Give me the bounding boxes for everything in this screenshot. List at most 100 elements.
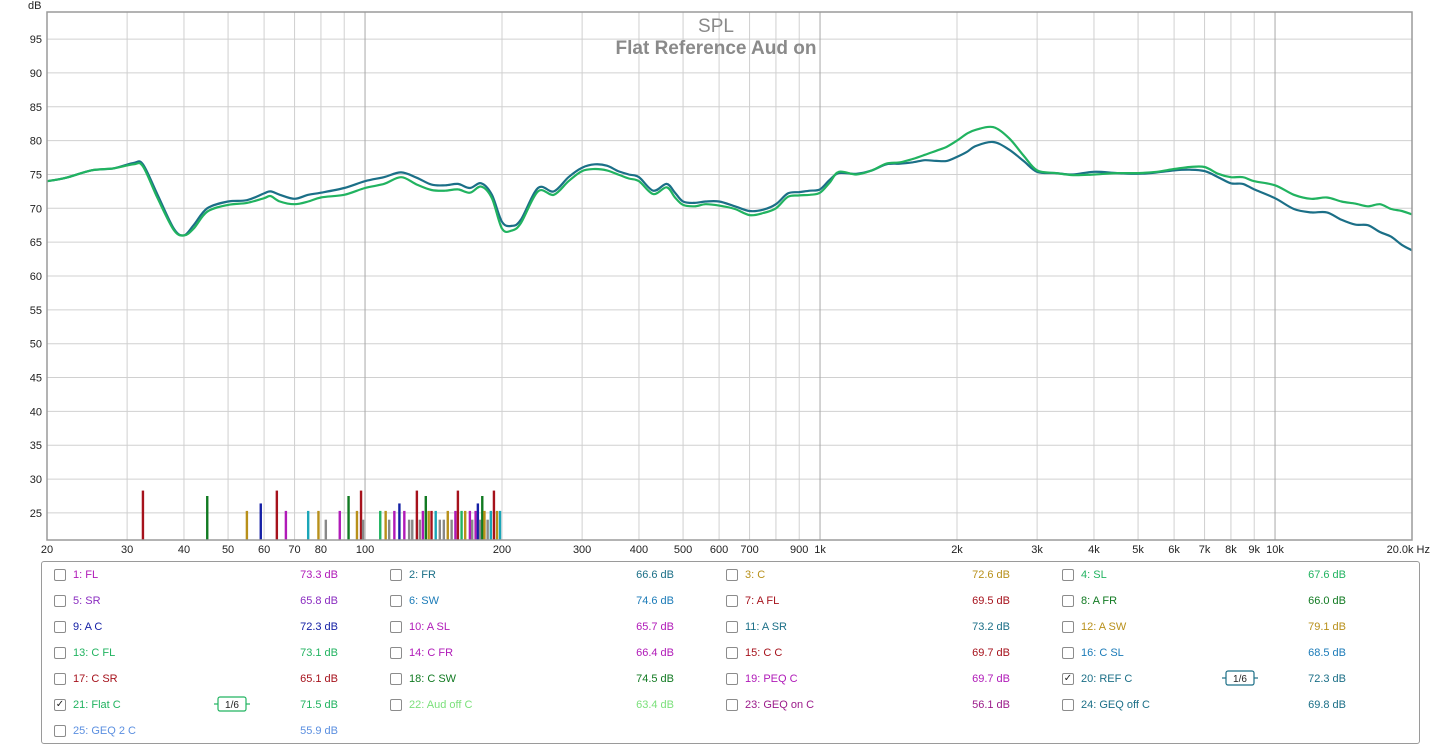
smoothing-label: 1/6: [1233, 674, 1247, 685]
marker-bar: [483, 510, 486, 540]
x-tick-label: 20: [41, 544, 53, 556]
chart-title: SPL: [698, 16, 734, 37]
legend-item[interactable]: 4: SL 67.6 dB: [1062, 567, 1362, 587]
legend-checkbox[interactable]: [390, 699, 402, 711]
legend-checkbox[interactable]: [1062, 647, 1074, 659]
x-tick-label: 400: [630, 544, 648, 556]
legend-item[interactable]: 14: C FR 66.4 dB: [390, 645, 690, 665]
x-tick-label: 600: [710, 544, 728, 556]
legend-value: 72.3 dB: [1308, 673, 1346, 685]
legend-item[interactable]: 6: SW 74.6 dB: [390, 593, 690, 613]
legend-item[interactable]: 13: C FL 73.1 dB: [54, 645, 354, 665]
marker-bar: [486, 519, 489, 540]
x-tick-label: 6k: [1168, 544, 1180, 556]
legend-item[interactable]: 5: SR 65.8 dB: [54, 593, 354, 613]
smoothing-badge[interactable]: 1/6: [1222, 670, 1258, 686]
legend-item[interactable]: 3: C 72.6 dB: [726, 567, 1026, 587]
legend-checkbox[interactable]: [54, 725, 66, 737]
legend-checkbox[interactable]: ✓: [1062, 673, 1074, 685]
legend-item[interactable]: 8: A FR 66.0 dB: [1062, 593, 1362, 613]
legend-checkbox[interactable]: [1062, 595, 1074, 607]
legend-checkbox[interactable]: [54, 595, 66, 607]
x-tick-label: 30: [121, 544, 133, 556]
legend-item[interactable]: 25: GEQ 2 C 55.9 dB: [54, 723, 354, 743]
legend-checkbox[interactable]: [1062, 569, 1074, 581]
legend-checkbox[interactable]: [1062, 621, 1074, 633]
legend-label: 4: SL: [1081, 569, 1107, 581]
marker-bar: [450, 519, 453, 540]
legend-checkbox[interactable]: [726, 621, 738, 633]
legend-label: 21: Flat C: [73, 699, 121, 711]
legend-label: 15: C C: [745, 647, 783, 659]
legend-value: 66.0 dB: [1308, 595, 1346, 607]
marker-bar: [434, 510, 437, 540]
marker-bar: [446, 510, 449, 540]
marker-bar: [206, 496, 209, 540]
smoothing-badge[interactable]: 1/6: [214, 696, 250, 712]
marker-bar: [403, 510, 406, 540]
legend-checkbox[interactable]: [726, 595, 738, 607]
legend-checkbox[interactable]: [54, 673, 66, 685]
legend-checkbox[interactable]: [54, 647, 66, 659]
legend-value: 79.1 dB: [1308, 621, 1346, 633]
marker-bar: [275, 490, 279, 540]
legend-item[interactable]: ✓ 21: Flat C 1/6 71.5 dB: [54, 696, 354, 717]
marker-bar: [245, 510, 249, 540]
legend-value: 74.5 dB: [636, 673, 674, 685]
legend-item[interactable]: 23: GEQ on C 56.1 dB: [726, 697, 1026, 717]
legend-label: 23: GEQ on C: [745, 699, 815, 711]
legend-label: 13: C FL: [73, 647, 116, 659]
legend-label: 8: A FR: [1081, 595, 1118, 607]
marker-bar: [407, 519, 411, 540]
legend-item[interactable]: 16: C SL 68.5 dB: [1062, 645, 1362, 665]
legend-checkbox[interactable]: [390, 569, 402, 581]
spl-chart[interactable]: 25 30 35 40 45 50 55 60 65 70 75 80 85 90 95 20 30 40 50 6…: [0, 0, 1434, 560]
legend-checkbox[interactable]: [54, 621, 66, 633]
legend-item[interactable]: 19: PEQ C 69.7 dB: [726, 671, 1026, 691]
legend-checkbox[interactable]: [390, 647, 402, 659]
measurement-legend: 1: FL 73.3 dB 2: FR 66.6 dB 3: C 72.6 dB 4: SL…: [41, 561, 1420, 744]
legend-item[interactable]: 15: C C 69.7 dB: [726, 645, 1026, 665]
x-tick-label: 7k: [1199, 544, 1211, 556]
legend-item[interactable]: 24: GEQ off C 69.8 dB: [1062, 697, 1362, 717]
legend-label: 9: A C: [73, 621, 103, 633]
legend-item[interactable]: 22: Aud off C 63.4 dB: [390, 697, 690, 717]
legend-checkbox[interactable]: [726, 699, 738, 711]
legend-checkbox[interactable]: [1062, 699, 1074, 711]
chart-grid: [46, 12, 1413, 540]
y-axis-ticks: 25 30 35 40 45 50 55 60 65 70 75 80 85 90 95: [30, 34, 42, 520]
legend-checkbox[interactable]: [390, 595, 402, 607]
x-tick-label: 2k: [951, 544, 963, 556]
x-tick-label: 20.0k Hz: [1387, 544, 1430, 556]
legend-item[interactable]: 1: FL 73.3 dB: [54, 567, 354, 587]
marker-bar: [468, 510, 472, 540]
marker-bar: [489, 510, 493, 540]
plot-frame: [46, 11, 1413, 541]
legend-checkbox[interactable]: [390, 673, 402, 685]
legend-checkbox[interactable]: [726, 569, 738, 581]
legend-checkbox[interactable]: [726, 673, 738, 685]
legend-checkbox[interactable]: [54, 569, 66, 581]
legend-item[interactable]: 7: A FL 69.5 dB: [726, 593, 1026, 613]
x-tick-label: 100: [356, 544, 374, 556]
legend-item[interactable]: 10: A SL 65.7 dB: [390, 619, 690, 639]
marker-bar: [306, 510, 310, 540]
legend-item[interactable]: 18: C SW 74.5 dB: [390, 671, 690, 691]
legend-item[interactable]: 12: A SW 79.1 dB: [1062, 619, 1362, 639]
marker-bar: [476, 503, 480, 540]
legend-checkbox[interactable]: [390, 621, 402, 633]
legend-item[interactable]: 17: C SR 65.1 dB: [54, 671, 354, 691]
legend-item[interactable]: 2: FR 66.6 dB: [390, 567, 690, 587]
legend-checkbox[interactable]: [726, 647, 738, 659]
legend-item[interactable]: 9: A C 72.3 dB: [54, 619, 354, 639]
legend-item[interactable]: 11: A SR 73.2 dB: [726, 619, 1026, 639]
legend-value: 72.3 dB: [300, 621, 338, 633]
x-tick-label: 500: [674, 544, 692, 556]
series-line-flat-c: [46, 125, 1413, 237]
legend-checkbox[interactable]: ✓: [54, 699, 66, 711]
x-tick-label: 50: [222, 544, 234, 556]
legend-item[interactable]: ✓ 20: REF C 1/6 72.3 dB: [1062, 670, 1362, 691]
legend-label: 18: C SW: [409, 673, 457, 685]
legend-label: 6: SW: [409, 595, 439, 607]
legend-label: 11: A SR: [745, 621, 787, 633]
